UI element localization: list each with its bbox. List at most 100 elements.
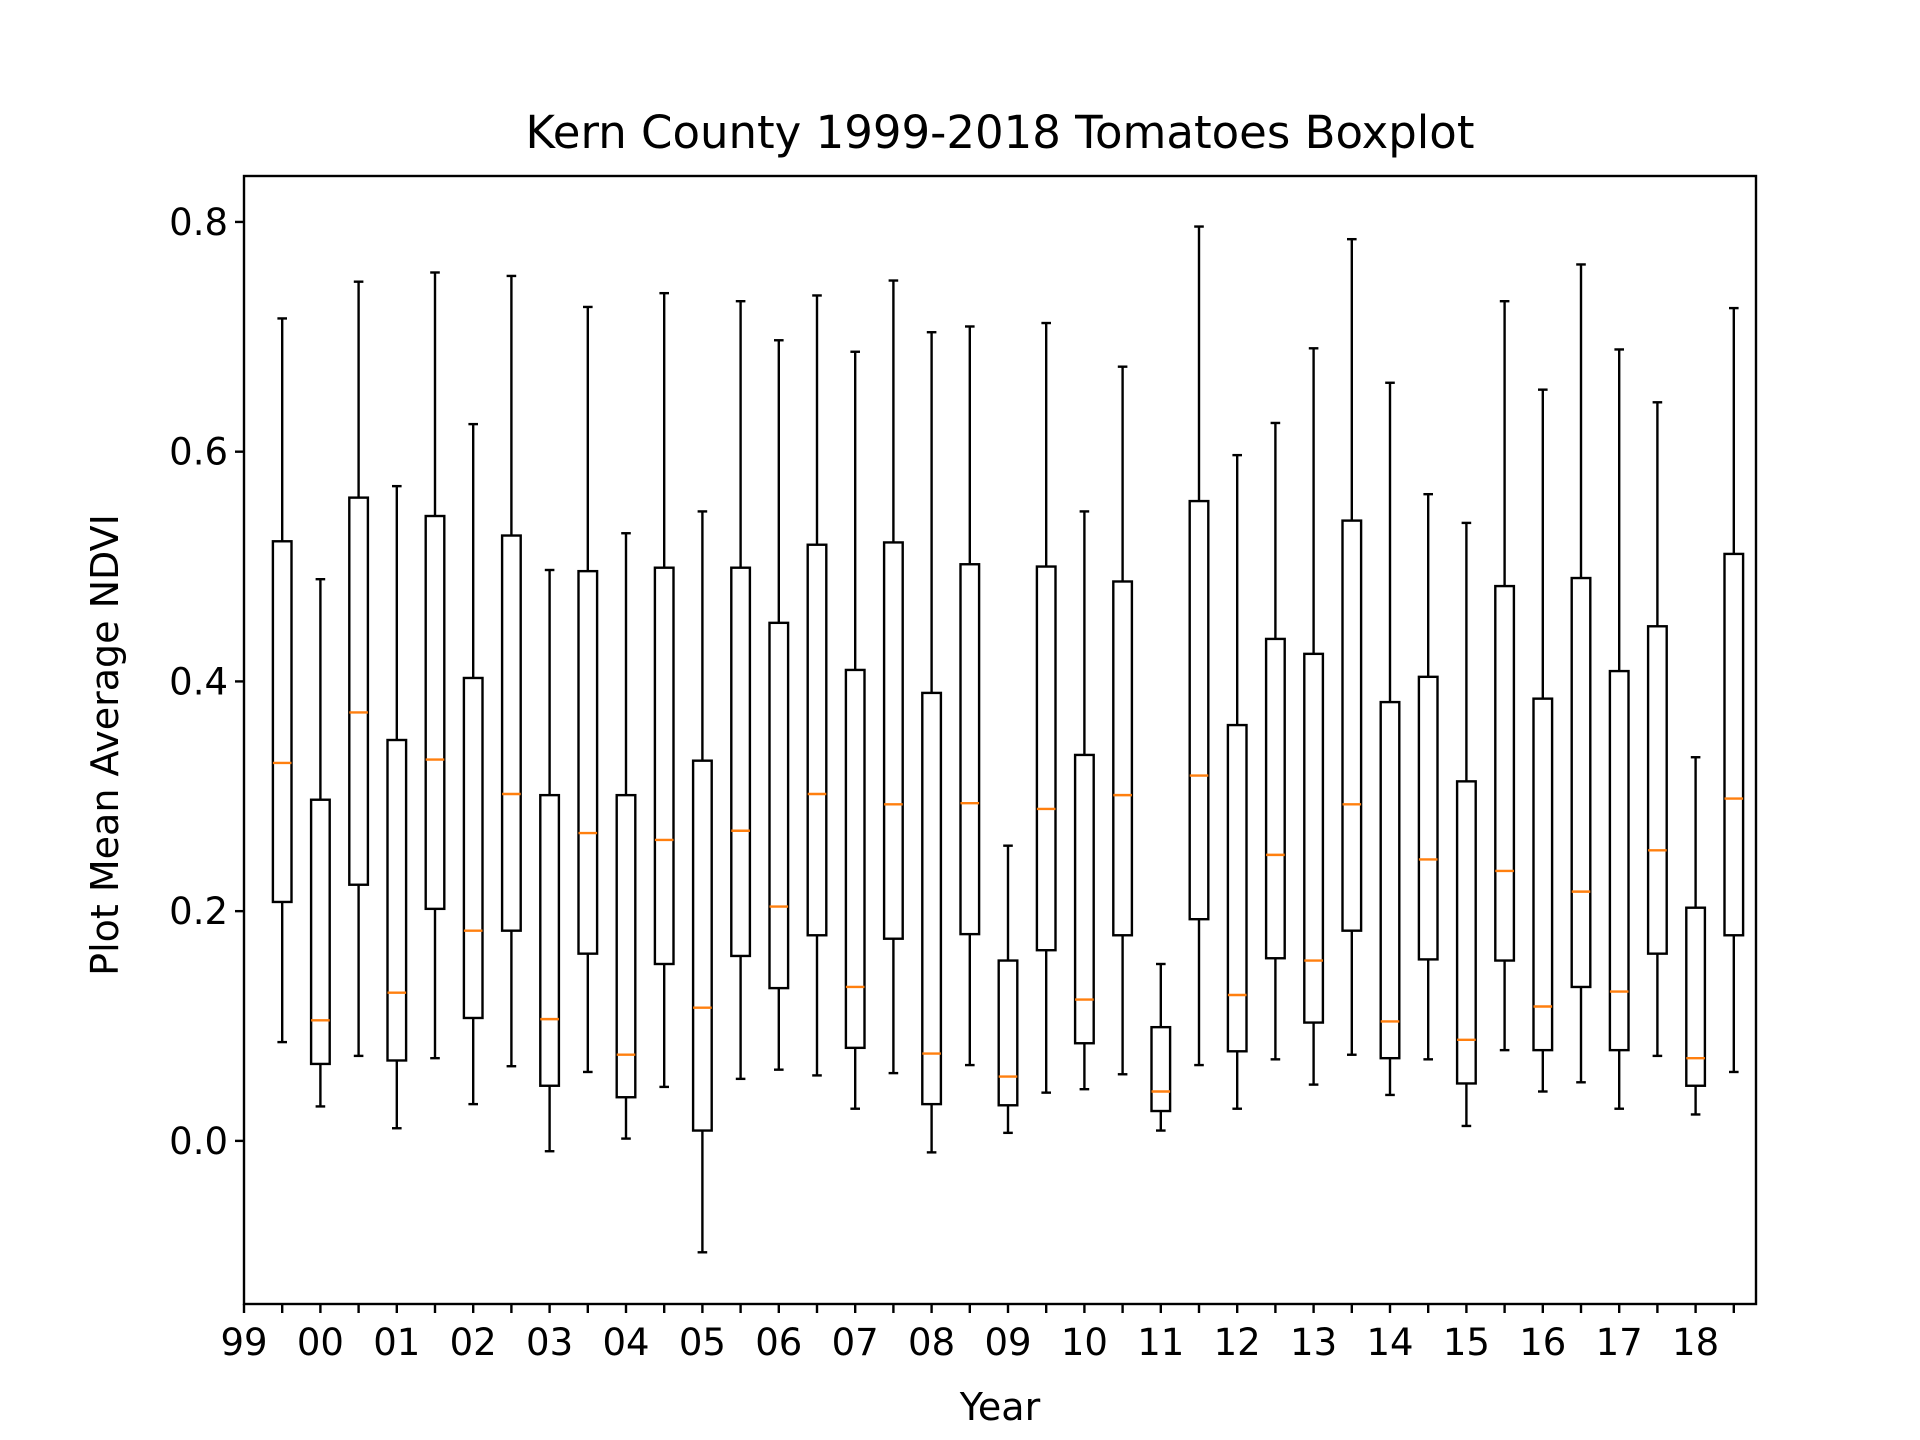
box-iqr	[997, 959, 1019, 1107]
x-axis-label: Year	[959, 1385, 1041, 1429]
box-7	[539, 568, 561, 1153]
box-10	[653, 291, 675, 1089]
box-iqr	[730, 566, 752, 958]
box-27	[1303, 347, 1325, 1086]
box-iqr	[500, 534, 522, 932]
box-5	[462, 422, 484, 1106]
x-tick-label: 10	[1061, 1321, 1108, 1364]
box-0	[271, 317, 293, 1044]
box-36	[1646, 401, 1668, 1058]
box-9	[615, 532, 637, 1140]
x-tick-label: 12	[1214, 1321, 1261, 1364]
box-iqr	[309, 798, 331, 1066]
box-iqr	[1112, 580, 1134, 937]
y-tick-label: 0.6	[169, 431, 228, 474]
box-iqr	[1417, 675, 1439, 961]
x-tick-label: 08	[908, 1321, 955, 1364]
x-tick-label: 07	[832, 1321, 879, 1364]
x-tick-label: 00	[297, 1321, 344, 1364]
box-30	[1417, 492, 1439, 1061]
box-15	[844, 350, 866, 1110]
box-4	[424, 271, 446, 1060]
x-tick-label: 06	[755, 1321, 802, 1364]
x-tick-label: 18	[1672, 1321, 1719, 1364]
box-iqr	[462, 676, 484, 1020]
box-22	[1112, 365, 1134, 1076]
y-tick-label: 0.2	[169, 890, 228, 933]
box-iqr	[882, 541, 904, 940]
chart-title: Kern County 1999-2018 Tomatoes Boxplot	[526, 106, 1475, 159]
box-17	[921, 331, 943, 1154]
box-13	[768, 339, 790, 1071]
box-33	[1532, 388, 1554, 1093]
x-tick-label: 02	[450, 1321, 497, 1364]
box-24	[1188, 225, 1210, 1067]
box-iqr	[1150, 1025, 1172, 1113]
box-38	[1723, 306, 1745, 1074]
x-tick-label: 09	[984, 1321, 1031, 1364]
x-tick-label: 14	[1366, 1321, 1413, 1364]
box-iqr	[615, 793, 637, 1099]
boxes-layer	[271, 225, 1745, 1254]
box-iqr	[653, 566, 675, 966]
x-tick-label: 16	[1519, 1321, 1566, 1364]
box-iqr	[1073, 753, 1095, 1045]
y-tick-label: 0.4	[169, 660, 228, 703]
box-3	[386, 484, 408, 1130]
box-6	[500, 274, 522, 1068]
box-iqr	[1035, 565, 1057, 952]
box-16	[882, 279, 904, 1075]
box-iqr	[844, 668, 866, 1050]
x-tick-label: 05	[679, 1321, 726, 1364]
x-tick-label: 17	[1596, 1321, 1643, 1364]
box-iqr	[271, 540, 293, 904]
box-11	[691, 510, 713, 1254]
box-iqr	[1494, 584, 1516, 962]
box-20	[1035, 321, 1057, 1094]
box-iqr	[1646, 625, 1668, 955]
box-34	[1570, 263, 1592, 1084]
x-tick-label: 11	[1137, 1321, 1184, 1364]
box-29	[1379, 381, 1401, 1097]
box-iqr	[539, 793, 561, 1087]
box-iqr	[1341, 519, 1363, 932]
box-iqr	[1685, 906, 1707, 1087]
x-tick-label: 03	[526, 1321, 573, 1364]
box-8	[577, 305, 599, 1074]
box-32	[1494, 300, 1516, 1052]
box-iqr	[1303, 652, 1325, 1024]
box-iqr	[1188, 499, 1210, 921]
box-28	[1341, 237, 1363, 1056]
box-iqr	[1570, 576, 1592, 989]
box-iqr	[1608, 669, 1630, 1052]
box-19	[997, 844, 1019, 1135]
box-iqr	[577, 569, 599, 955]
y-axis-label: Plot Mean Average NDVI	[83, 514, 127, 976]
x-tick-label: 04	[602, 1321, 649, 1364]
box-iqr	[959, 563, 981, 936]
box-iqr	[348, 496, 370, 886]
box-iqr	[1532, 697, 1554, 1052]
box-23	[1150, 962, 1172, 1132]
y-tick-label: 0.0	[169, 1120, 228, 1163]
box-iqr	[1379, 700, 1401, 1060]
box-37	[1685, 756, 1707, 1116]
x-tick-label: 99	[220, 1321, 267, 1364]
box-iqr	[1723, 552, 1745, 937]
y-axis-ticks: 0.0 0.2 0.4 0.6 0.8	[169, 201, 244, 1163]
box-iqr	[806, 543, 828, 937]
box-iqr	[424, 514, 446, 911]
x-tick-label: 13	[1290, 1321, 1337, 1364]
y-tick-label: 0.8	[169, 201, 228, 244]
box-iqr	[768, 621, 790, 990]
x-tick-label: 01	[373, 1321, 420, 1364]
box-iqr	[1264, 637, 1286, 960]
box-1	[309, 577, 331, 1108]
box-26	[1264, 421, 1286, 1061]
plot-frame	[242, 174, 1758, 1306]
box-iqr	[1226, 723, 1248, 1053]
box-12	[730, 300, 752, 1081]
box-25	[1226, 453, 1248, 1110]
box-18	[959, 325, 981, 1067]
